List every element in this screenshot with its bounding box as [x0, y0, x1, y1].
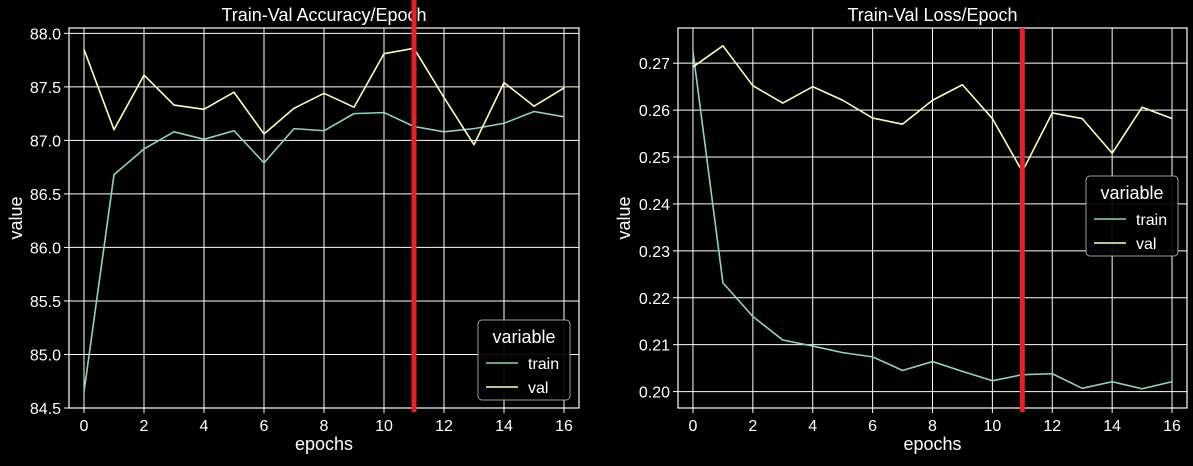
x-tick-label: 14 — [495, 418, 513, 435]
chart-title: Train-Val Loss/Epoch — [847, 5, 1017, 25]
y-tick-label: 0.21 — [639, 338, 670, 355]
chart-title: Train-Val Accuracy/Epoch — [221, 5, 426, 25]
x-tick-label: 12 — [435, 418, 453, 435]
legend-label-train: train — [528, 356, 559, 373]
legend-title: variable — [492, 327, 555, 347]
x-tick-label: 8 — [928, 418, 937, 435]
y-tick-label: 0.26 — [639, 103, 670, 120]
y-tick-label: 86.5 — [30, 187, 61, 204]
legend-title: variable — [1100, 183, 1163, 203]
x-tick-label: 0 — [80, 418, 89, 435]
x-axis-label: epochs — [903, 434, 961, 454]
x-tick-label: 10 — [375, 418, 393, 435]
y-tick-label: 0.23 — [639, 244, 670, 261]
y-tick-label: 85.0 — [30, 347, 61, 364]
x-tick-label: 16 — [1163, 418, 1181, 435]
y-tick-label: 0.27 — [639, 56, 670, 73]
x-tick-label: 2 — [748, 418, 757, 435]
x-tick-label: 4 — [200, 418, 209, 435]
legend-label-train: train — [1136, 212, 1167, 229]
legend-label-val: val — [1136, 236, 1156, 253]
series-line-train — [83, 110, 565, 393]
x-tick-label: 14 — [1103, 418, 1121, 435]
series-line-val — [692, 45, 1173, 173]
legend-box — [477, 319, 571, 401]
y-tick-label: 87.0 — [30, 133, 61, 150]
x-tick-label: 4 — [808, 418, 817, 435]
y-tick-label: 84.5 — [30, 401, 61, 418]
y-tick-label: 88.0 — [30, 26, 61, 43]
accuracy-chart: 0 2 4 6 8 10 12 14 16 84.5 85.0 85.5 86.0 86.5 87.0 87.… — [6, 0, 580, 454]
x-tick-label: 0 — [689, 418, 698, 435]
x-tick-label: 16 — [555, 418, 573, 435]
y-tick-label: 0.25 — [639, 150, 670, 167]
x-tick-label: 10 — [983, 418, 1001, 435]
legend-label-val: val — [528, 380, 548, 397]
loss-chart: 0 2 4 6 8 10 12 14 16 0.20 0.21 0.22 0.23 0.24 0.25 0.2… — [614, 5, 1188, 454]
x-tick-label: 8 — [320, 418, 329, 435]
y-tick-label: 86.0 — [30, 240, 61, 257]
legend-box — [1085, 175, 1179, 257]
y-tick-label: 87.5 — [30, 80, 61, 97]
x-axis-label: epochs — [295, 434, 353, 454]
x-tick-label: 6 — [260, 418, 269, 435]
series-line-train — [692, 51, 1173, 390]
y-tick-label: 85.5 — [30, 294, 61, 311]
y-tick-label: 0.20 — [639, 385, 670, 402]
x-tick-label: 2 — [140, 418, 149, 435]
y-axis-label: value — [6, 196, 26, 239]
series-line-val — [83, 47, 565, 146]
y-tick-label: 0.22 — [639, 291, 670, 308]
y-axis-label: value — [614, 196, 634, 239]
x-tick-label: 12 — [1043, 418, 1061, 435]
x-tick-label: 6 — [868, 418, 877, 435]
y-tick-label: 0.24 — [639, 197, 670, 214]
